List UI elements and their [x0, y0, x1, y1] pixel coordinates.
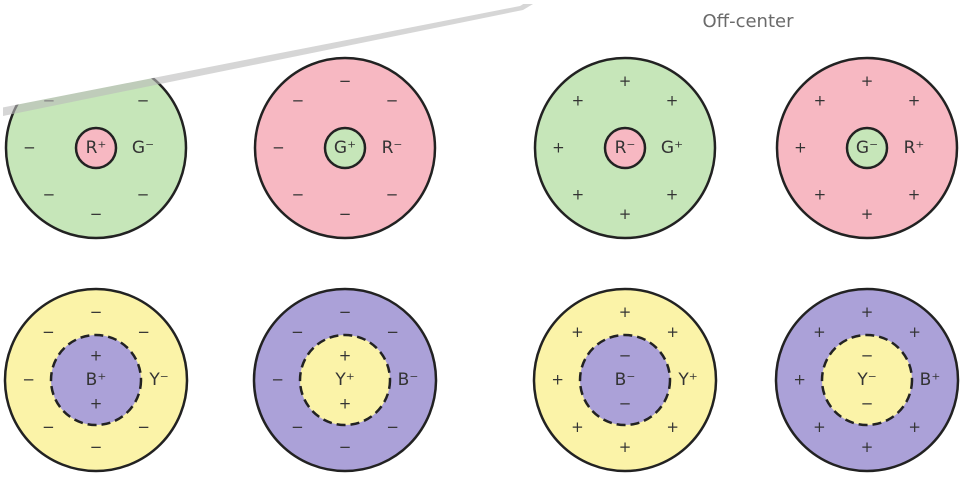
surround-label: R⁻ — [382, 138, 403, 158]
surround-sign: + — [619, 205, 632, 223]
surround-sign: − — [386, 418, 399, 436]
center — [578, 333, 672, 427]
center-label: B⁻ — [615, 370, 636, 390]
center-label: G⁺ — [334, 138, 356, 158]
surround-sign: + — [794, 139, 807, 157]
surround-sign: − — [292, 186, 305, 204]
center — [820, 333, 914, 427]
center — [845, 126, 889, 170]
center — [603, 126, 647, 170]
surround-sign: + — [861, 303, 874, 321]
surround-sign: − — [339, 72, 352, 90]
surround-sign: + — [908, 418, 921, 436]
surround-sign: − — [90, 205, 103, 223]
surround-sign: + — [861, 205, 874, 223]
surround-sign: + — [551, 371, 564, 389]
surround-sign: + — [813, 418, 826, 436]
surround-sign: + — [908, 323, 921, 341]
surround-sign: + — [813, 323, 826, 341]
surround-label: B⁻ — [398, 370, 419, 390]
surround-sign: + — [666, 418, 679, 436]
surround-sign: + — [666, 323, 679, 341]
surround-sign: + — [571, 323, 584, 341]
surround-sign: − — [90, 303, 103, 321]
surround-sign: − — [386, 91, 399, 109]
surround-sign: − — [386, 186, 399, 204]
center-label: B⁺ — [86, 370, 107, 390]
surround-sign: − — [272, 139, 285, 157]
surround-sign: − — [43, 186, 56, 204]
surround-sign: + — [571, 418, 584, 436]
center-sign: + — [339, 395, 352, 413]
center-label: R⁺ — [86, 138, 107, 158]
center-label: Y⁺ — [334, 370, 354, 390]
surround-sign: − — [42, 323, 55, 341]
surround-sign: + — [908, 186, 921, 204]
center-label: G⁻ — [856, 138, 878, 158]
center-sign: − — [619, 395, 632, 413]
surround-sign: − — [137, 323, 150, 341]
surround-sign: + — [814, 91, 827, 109]
surround-sign: − — [339, 438, 352, 456]
surround-sign: − — [22, 371, 35, 389]
surround-label: G⁻ — [132, 138, 154, 158]
surround-sign: − — [292, 91, 305, 109]
center — [74, 126, 118, 170]
center — [323, 126, 367, 170]
surround-sign: + — [619, 303, 632, 321]
center — [49, 333, 143, 427]
surround-sign: − — [386, 323, 399, 341]
surround-sign: − — [137, 91, 150, 109]
center-sign: + — [90, 395, 103, 413]
surround-sign: + — [552, 139, 565, 157]
surround-sign: + — [666, 91, 679, 109]
surround-sign: − — [291, 418, 304, 436]
surround-sign: + — [619, 438, 632, 456]
surround-label: B⁺ — [920, 370, 941, 390]
center-label: Y⁻ — [856, 370, 876, 390]
surround-sign: + — [619, 72, 632, 90]
center-label: R⁻ — [615, 138, 636, 158]
surround-sign: + — [908, 91, 921, 109]
surround-sign: − — [339, 303, 352, 321]
surround-sign: − — [23, 139, 36, 157]
surround-sign: + — [572, 186, 585, 204]
surround-label: R⁺ — [904, 138, 925, 158]
center-sign: − — [619, 347, 632, 365]
surround-label: G⁺ — [661, 138, 683, 158]
surround-sign: − — [291, 323, 304, 341]
surround-label: Y⁻ — [148, 370, 168, 390]
paper-overlay — [0, 0, 530, 108]
center-sign: − — [861, 395, 874, 413]
center — [298, 333, 392, 427]
surround-sign: − — [90, 438, 103, 456]
surround-sign: − — [42, 418, 55, 436]
center-sign: + — [90, 347, 103, 365]
surround-label: Y⁺ — [677, 370, 697, 390]
surround-sign: + — [814, 186, 827, 204]
surround-sign: + — [666, 186, 679, 204]
surround-sign: − — [271, 371, 284, 389]
surround-sign: + — [793, 371, 806, 389]
surround-sign: − — [339, 205, 352, 223]
surround-sign: + — [861, 72, 874, 90]
center-sign: + — [339, 347, 352, 365]
surround-sign: + — [572, 91, 585, 109]
center-sign: − — [861, 347, 874, 365]
title: Off-center — [703, 11, 795, 32]
surround-sign: + — [861, 438, 874, 456]
cells: − − − − − − − R⁺ G⁻ − − − − − − − G⁺ R⁻ + + + + + + + R⁻ G⁺ + + + + + + +… — [3, 56, 960, 473]
surround-sign: − — [137, 186, 150, 204]
surround-sign: − — [137, 418, 150, 436]
